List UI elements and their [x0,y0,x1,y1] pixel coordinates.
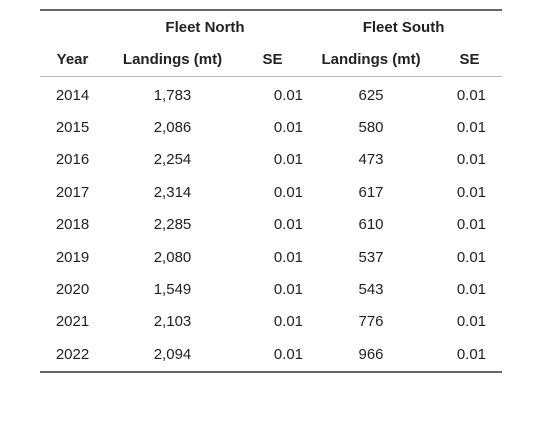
cell-year: 2020 [55,281,90,299]
cell-north-landings: 2,094 [105,338,240,373]
cell-year: 2015 [55,119,90,137]
group-header-row: Fleet North Fleet South [40,9,503,43]
cell-year: 2014 [55,86,90,104]
cell-north-se: 0.01 [273,151,304,169]
cell-south-landings: 610 [358,216,384,234]
cell-north-se: 0.01 [273,86,304,104]
cell-south-se: 0.01 [456,216,487,234]
cell-north-se: 0.01 [273,119,304,137]
cell-south-se: 0.01 [456,183,487,201]
cell-year: 2018 [55,216,90,234]
cell-south-landings: 776 [358,313,384,331]
table-row: 2018 2,285 0.01 610 0.01 [40,209,502,241]
cell-year: 2016 [55,151,90,169]
table-row: 2020 1,549 0.01 543 0.01 [40,273,502,305]
table-row: 2015 2,086 0.01 580 0.01 [40,111,502,143]
cell-north-se: 0.01 [273,183,304,201]
group-header-fleet-north: Fleet North [105,9,306,43]
landings-table: Fleet North Fleet South Year Landings (m… [40,9,503,373]
table-row: 2014 1,783 0.01 625 0.01 [40,77,502,112]
column-header-south-se: SE [437,43,503,77]
group-header-fleet-south: Fleet South [305,9,503,43]
cell-north-se: 0.01 [240,338,306,373]
cell-north-landings: 2,086 [153,119,192,137]
cell-south-se: 0.01 [456,313,487,331]
cell-south-se: 0.01 [456,248,487,266]
table-row: 2022 2,094 0.01 966 0.01 [40,338,503,373]
cell-south-landings: 625 [358,86,384,104]
landings-table-container: Fleet North Fleet South Year Landings (m… [40,9,503,373]
cell-south-landings: 617 [358,183,384,201]
cell-north-landings: 2,314 [153,183,192,201]
cell-year: 2017 [55,183,90,201]
table-row: 2021 2,103 0.01 776 0.01 [40,306,502,338]
cell-south-se: 0.01 [456,151,487,169]
cell-year: 2022 [40,338,105,373]
cell-south-landings: 473 [358,151,384,169]
cell-year: 2019 [55,248,90,266]
table-row: 2016 2,254 0.01 473 0.01 [40,144,502,176]
column-header-year: Year [40,43,105,77]
table-row: 2017 2,314 0.01 617 0.01 [40,176,502,208]
cell-year: 2021 [55,313,90,331]
column-header-north-landings: Landings (mt) [105,43,240,77]
column-header-row: Year Landings (mt) SE Landings (mt) SE [40,43,503,77]
column-header-south-landings: Landings (mt) [305,43,438,77]
year-group-spacer [40,9,105,43]
cell-north-landings: 2,080 [153,248,192,266]
cell-north-landings: 2,254 [153,151,192,169]
cell-north-se: 0.01 [273,248,304,266]
cell-south-landings: 966 [305,338,438,373]
table-body: 2014 1,783 0.01 625 0.01 2015 2,086 0.01 580 0.01… [40,77,503,373]
cell-north-se: 0.01 [273,313,304,331]
table-header: Fleet North Fleet South Year Landings (m… [40,9,503,77]
cell-south-landings: 543 [358,281,384,299]
cell-north-se: 0.01 [273,216,304,234]
cell-south-se: 0.01 [437,338,503,373]
cell-south-landings: 537 [358,248,384,266]
cell-south-se: 0.01 [456,119,487,137]
cell-south-landings: 580 [358,119,384,137]
cell-north-landings: 1,549 [153,281,192,299]
cell-south-se: 0.01 [456,281,487,299]
cell-south-se: 0.01 [456,86,487,104]
column-header-north-se: SE [240,43,306,77]
cell-north-landings: 2,103 [153,313,192,331]
table-row: 2019 2,080 0.01 537 0.01 [40,241,502,273]
cell-north-se: 0.01 [273,281,304,299]
cell-north-landings: 1,783 [153,86,192,104]
cell-north-landings: 2,285 [153,216,192,234]
